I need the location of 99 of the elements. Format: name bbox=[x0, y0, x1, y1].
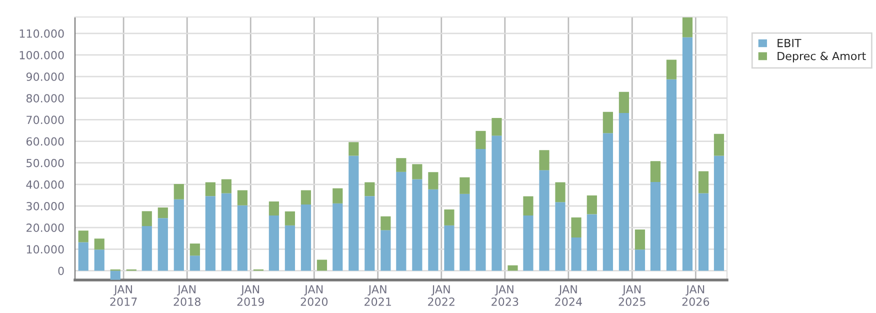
y-tick-label: 100.000 bbox=[20, 50, 64, 60]
bar bbox=[476, 130, 486, 150]
bar bbox=[380, 230, 391, 271]
bar bbox=[460, 177, 470, 194]
x-tick-label: JAN 2025 bbox=[618, 285, 646, 306]
bar bbox=[380, 216, 391, 230]
bar bbox=[364, 196, 375, 271]
bar bbox=[618, 113, 630, 271]
bar bbox=[523, 215, 534, 271]
bar bbox=[555, 182, 566, 202]
bar bbox=[428, 172, 438, 190]
bar bbox=[634, 250, 646, 271]
y-tick-label: 0 bbox=[58, 266, 64, 276]
x-tick-label: JAN 2017 bbox=[110, 285, 137, 306]
bar bbox=[714, 134, 724, 156]
x-tick-label: JAN 2019 bbox=[237, 285, 264, 306]
bar bbox=[586, 195, 597, 214]
bar bbox=[618, 92, 630, 114]
x-tick-label: JAN 2022 bbox=[428, 285, 454, 306]
bar bbox=[300, 190, 312, 204]
bar bbox=[237, 205, 248, 271]
y-tick-label: 30.000 bbox=[26, 202, 64, 210]
bar bbox=[174, 184, 184, 200]
bar bbox=[78, 230, 88, 242]
bar bbox=[492, 118, 502, 136]
x-tick-label: JAN 2021 bbox=[364, 285, 391, 306]
y-tick-label: 10.000 bbox=[26, 245, 64, 254]
bar bbox=[428, 189, 438, 271]
x-tick-label: JAN 2024 bbox=[555, 285, 582, 306]
bar bbox=[268, 215, 279, 271]
bar bbox=[571, 237, 582, 271]
bar bbox=[364, 182, 375, 196]
bar bbox=[396, 158, 406, 172]
bar bbox=[634, 230, 646, 250]
bar bbox=[284, 211, 295, 226]
bar bbox=[174, 199, 184, 271]
bar bbox=[142, 226, 152, 271]
bar bbox=[332, 188, 343, 204]
y-tick-label: 70.000 bbox=[26, 116, 64, 124]
bar bbox=[444, 225, 454, 271]
bar bbox=[94, 238, 104, 250]
x-tick-label: JAN 2023 bbox=[492, 285, 518, 306]
bar bbox=[158, 208, 168, 218]
bar bbox=[666, 60, 677, 80]
bar bbox=[492, 136, 502, 271]
bar bbox=[300, 204, 312, 271]
y-tick-label: 50.000 bbox=[26, 158, 64, 168]
y-tick-label: 20.000 bbox=[26, 224, 64, 232]
bar bbox=[284, 225, 295, 271]
bar bbox=[460, 194, 470, 271]
bar bbox=[539, 150, 550, 170]
bar bbox=[94, 250, 104, 271]
bar bbox=[650, 161, 661, 182]
x-tick-label: JAN 2020 bbox=[300, 285, 328, 306]
bar bbox=[221, 179, 232, 194]
legend-label: EBIT bbox=[778, 38, 802, 48]
y-tick-label: 90.000 bbox=[26, 72, 64, 81]
bar bbox=[221, 193, 232, 271]
bar bbox=[698, 193, 709, 271]
bar bbox=[508, 265, 518, 271]
bar bbox=[190, 244, 200, 256]
y-tick-label: 80.000 bbox=[26, 94, 64, 102]
bar bbox=[158, 218, 168, 271]
bar bbox=[602, 112, 613, 134]
bar bbox=[714, 156, 724, 271]
bar bbox=[523, 196, 534, 216]
bar bbox=[205, 196, 216, 271]
bar bbox=[682, 37, 693, 271]
bar bbox=[444, 209, 454, 226]
bar bbox=[110, 270, 120, 280]
legend-label: Deprec & Amort bbox=[778, 52, 866, 62]
bar bbox=[586, 214, 597, 271]
bar bbox=[412, 179, 422, 271]
bar bbox=[539, 170, 550, 271]
bar bbox=[268, 201, 279, 216]
bar bbox=[78, 242, 88, 271]
bar bbox=[602, 133, 613, 271]
bar bbox=[666, 79, 677, 271]
bar bbox=[205, 182, 216, 196]
y-tick-label: 60.000 bbox=[26, 137, 64, 146]
y-tick-label: 110.000 bbox=[20, 29, 64, 38]
bar bbox=[698, 171, 709, 194]
bar bbox=[316, 260, 328, 271]
bar bbox=[142, 211, 152, 226]
bar bbox=[682, 17, 693, 38]
bar bbox=[348, 142, 359, 156]
bar bbox=[237, 190, 248, 206]
bar bbox=[190, 256, 200, 271]
bar bbox=[348, 156, 359, 271]
bar bbox=[571, 217, 582, 238]
bar bbox=[396, 172, 406, 271]
x-tick-label: JAN 2026 bbox=[682, 285, 710, 306]
x-tick-label: JAN 2018 bbox=[174, 285, 200, 306]
bar bbox=[650, 182, 661, 271]
bar bbox=[332, 203, 343, 271]
bar bbox=[555, 202, 566, 271]
bar bbox=[476, 149, 486, 271]
bar bbox=[412, 164, 422, 180]
y-tick-label: 40.000 bbox=[26, 180, 64, 189]
